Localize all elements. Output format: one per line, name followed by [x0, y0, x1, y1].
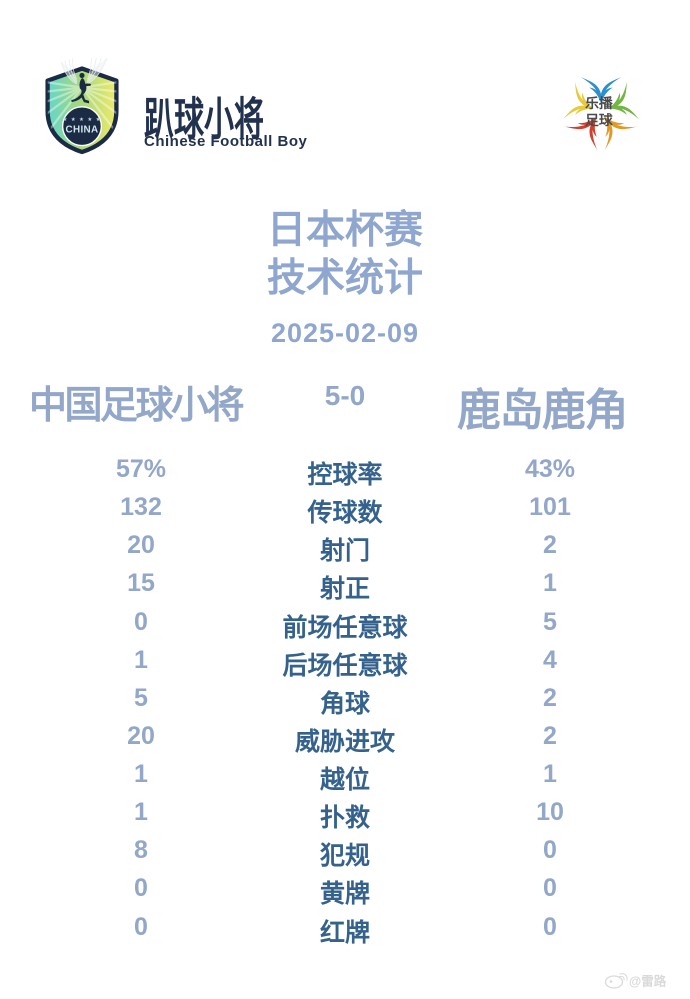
- svg-text:★ ★ ★ ★ ★: ★ ★ ★ ★ ★: [63, 116, 102, 123]
- svg-text:乐播: 乐播: [585, 95, 613, 111]
- svg-text:@雷路: @雷路: [629, 974, 667, 989]
- svg-text:CHINA: CHINA: [66, 125, 99, 136]
- svg-text:足球: 足球: [585, 112, 613, 128]
